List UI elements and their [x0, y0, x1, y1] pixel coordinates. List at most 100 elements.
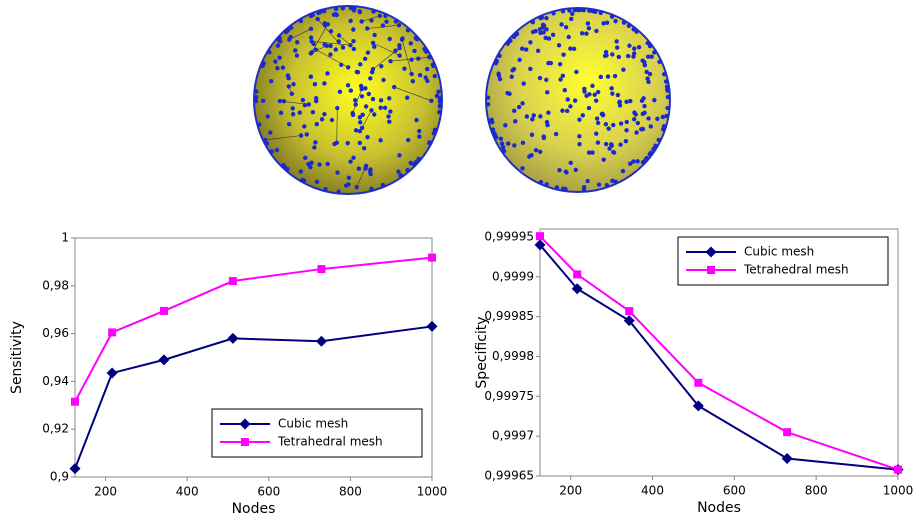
- mesh-node: [435, 94, 439, 98]
- y-tick-label: 0,99995: [484, 229, 534, 243]
- mesh-node: [643, 157, 647, 161]
- mesh-node: [544, 182, 548, 186]
- mesh-node: [587, 150, 591, 154]
- mesh-node: [302, 124, 306, 128]
- mesh-node: [364, 104, 368, 108]
- mesh-node: [582, 8, 586, 12]
- mesh-node: [337, 39, 341, 43]
- mesh-node: [398, 173, 402, 177]
- mesh-node: [530, 117, 534, 121]
- mesh-node: [309, 51, 313, 55]
- mesh-node: [286, 76, 290, 80]
- mesh-node: [311, 110, 315, 114]
- mesh-node: [627, 24, 631, 28]
- x-tick-label: 400: [641, 484, 664, 498]
- mesh-node: [330, 118, 334, 122]
- mesh-node: [507, 92, 511, 96]
- mesh-node: [538, 114, 542, 118]
- mesh-node: [610, 15, 614, 19]
- mesh-node: [574, 70, 578, 74]
- mesh-node: [269, 79, 273, 83]
- mesh-node: [648, 44, 652, 48]
- mesh-node: [618, 103, 622, 107]
- mesh-node: [596, 90, 600, 94]
- marker: [107, 368, 118, 379]
- mesh-node: [611, 150, 615, 154]
- mesh-node: [532, 113, 536, 117]
- mesh-node: [347, 176, 351, 180]
- mesh-node: [254, 99, 258, 103]
- mesh-node: [310, 39, 314, 43]
- mesh-node: [348, 19, 352, 23]
- mesh-node: [409, 72, 413, 76]
- mesh-node: [625, 120, 629, 124]
- mesh-node: [392, 85, 396, 89]
- marker: [316, 336, 327, 347]
- mesh-node: [438, 104, 442, 108]
- mesh-node: [665, 88, 669, 92]
- mesh-node: [338, 90, 342, 94]
- mesh-node: [372, 44, 376, 48]
- mesh-node: [412, 49, 416, 53]
- mesh-node: [642, 111, 646, 115]
- mesh-node: [640, 99, 644, 103]
- mesh-node: [334, 7, 338, 11]
- mesh-node: [276, 43, 280, 47]
- mesh-node: [538, 76, 542, 80]
- mesh-node: [414, 36, 418, 40]
- mesh-node: [503, 123, 507, 127]
- mesh-node: [422, 47, 426, 51]
- legend-label: Cubic mesh: [744, 245, 814, 259]
- mesh-node: [666, 95, 670, 99]
- mesh-node: [372, 112, 376, 116]
- mesh-node: [621, 169, 625, 173]
- mesh-node: [354, 128, 358, 132]
- mesh-node: [538, 16, 542, 20]
- mesh-node: [604, 122, 608, 126]
- mesh-node: [368, 76, 372, 80]
- mesh-node: [491, 127, 495, 131]
- mesh-node: [628, 99, 632, 103]
- mesh-node: [416, 57, 420, 61]
- marker: [160, 307, 168, 315]
- mesh-node: [305, 132, 309, 136]
- mesh-node: [544, 78, 548, 82]
- mesh-node: [626, 54, 630, 58]
- mesh-node: [539, 180, 543, 184]
- mesh-node: [611, 123, 615, 127]
- mesh-node: [275, 148, 279, 152]
- x-tick-label: 800: [339, 485, 362, 499]
- mesh-node: [397, 46, 401, 50]
- mesh-node: [639, 127, 643, 131]
- marker: [229, 277, 237, 285]
- mesh-node: [560, 109, 564, 113]
- mesh-node: [261, 61, 265, 65]
- mesh-node: [279, 111, 283, 115]
- mesh-node: [348, 43, 352, 47]
- x-tick-label: 400: [176, 485, 199, 499]
- mesh-node: [593, 93, 597, 97]
- mesh-node: [543, 36, 547, 40]
- mesh-node: [538, 150, 542, 154]
- mesh-node: [587, 92, 591, 96]
- mesh-node: [363, 57, 367, 61]
- mesh-node: [314, 47, 318, 51]
- mesh-node: [551, 33, 555, 37]
- mesh-node: [301, 98, 305, 102]
- marker: [573, 270, 581, 278]
- mesh-node: [396, 170, 400, 174]
- mesh-node: [275, 66, 279, 70]
- mesh-node: [254, 95, 258, 99]
- y-tick-label: 0,99975: [484, 389, 534, 403]
- mesh-node: [406, 28, 410, 32]
- mesh-node: [646, 80, 650, 84]
- mesh-node: [267, 50, 271, 54]
- mesh-node: [335, 170, 339, 174]
- mesh-node: [557, 168, 561, 172]
- mesh-node: [351, 156, 355, 160]
- mesh-node: [322, 81, 326, 85]
- mesh-node: [590, 84, 594, 88]
- mesh-node: [265, 141, 269, 145]
- mesh-node: [291, 82, 295, 86]
- y-tick-label: 0,9999: [492, 269, 534, 283]
